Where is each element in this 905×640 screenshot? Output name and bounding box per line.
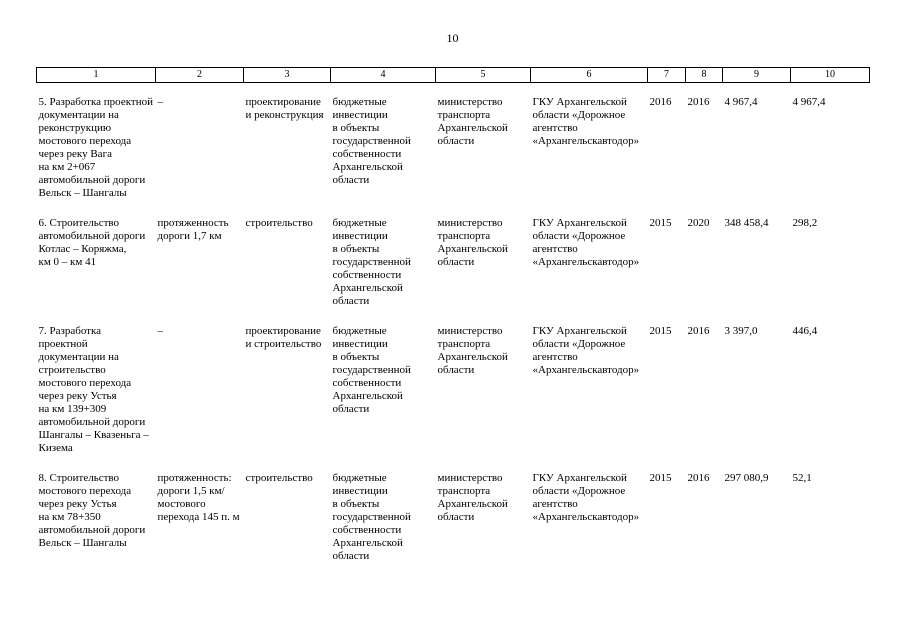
table-row-project-6: 6. Строительство автомобильной дороги Ко… bbox=[37, 204, 870, 312]
cell-project-name: 7. Разработка проектной документации на … bbox=[38, 325, 149, 454]
cell-year-start: 2015 bbox=[649, 217, 672, 229]
cell-year-start: 2016 bbox=[649, 96, 672, 108]
column-header-4: 4 bbox=[330, 67, 436, 83]
column-header-6: 6 bbox=[530, 67, 648, 83]
cell-project-name: 6. Строительство автомобильной дороги Ко… bbox=[38, 217, 146, 268]
column-header-3: 3 bbox=[243, 67, 331, 83]
cell-year-end: 2016 bbox=[687, 472, 710, 484]
cell-year-end: 2016 bbox=[687, 325, 710, 337]
cell-funding-type: бюджетные инвестиции в объекты государст… bbox=[332, 472, 411, 562]
cell-customer: министерство транспорта Архангельской об… bbox=[437, 96, 508, 147]
table-row-project-8: 8. Строительство мостового перехода чере… bbox=[37, 459, 870, 567]
cell-capacity: протяженность: дороги 1,5 км/ мостового … bbox=[157, 472, 240, 523]
column-header-7: 7 bbox=[647, 67, 686, 83]
page-number: 10 bbox=[446, 31, 459, 45]
projects-table: 1 2 3 4 5 6 7 8 9 10 5. Разработка проек… bbox=[36, 67, 870, 567]
cell-agency: ГКУ Архангельской области «Дорожное аген… bbox=[532, 472, 640, 523]
cell-capacity: – bbox=[157, 325, 164, 337]
cell-total-cost: 3 397,0 bbox=[724, 325, 758, 337]
cell-capacity: – bbox=[157, 96, 164, 108]
cell-year-start: 2015 bbox=[649, 472, 672, 484]
cell-funding-type: бюджетные инвестиции в объекты государст… bbox=[332, 217, 411, 307]
cell-agency: ГКУ Архангельской области «Дорожное аген… bbox=[532, 96, 640, 147]
cell-year-start: 2015 bbox=[649, 325, 672, 337]
cell-total-cost: 297 080,9 bbox=[724, 472, 769, 484]
cell-project-name: 5. Разработка проектной документации на … bbox=[38, 96, 153, 199]
cell-amount: 52,1 bbox=[792, 472, 812, 484]
cell-amount: 4 967,4 bbox=[792, 96, 826, 108]
cell-works-type: строительство bbox=[245, 217, 313, 229]
cell-works-type: строительство bbox=[245, 472, 313, 484]
cell-amount: 298,2 bbox=[792, 217, 818, 229]
cell-customer: министерство транспорта Архангельской об… bbox=[437, 472, 508, 523]
cell-works-type: проектирование и строительство bbox=[245, 325, 322, 350]
cell-funding-type: бюджетные инвестиции в объекты государст… bbox=[332, 96, 411, 186]
column-header-5: 5 bbox=[435, 67, 531, 83]
column-header-2: 2 bbox=[155, 67, 244, 83]
cell-capacity: протяженность дороги 1,7 км bbox=[157, 217, 229, 242]
cell-total-cost: 4 967,4 bbox=[724, 96, 758, 108]
cell-total-cost: 348 458,4 bbox=[724, 217, 769, 229]
cell-agency: ГКУ Архангельской области «Дорожное аген… bbox=[532, 325, 640, 376]
cell-amount: 446,4 bbox=[792, 325, 818, 337]
column-header-1: 1 bbox=[36, 67, 156, 83]
cell-funding-type: бюджетные инвестиции в объекты государст… bbox=[332, 325, 411, 415]
column-header-10: 10 bbox=[790, 67, 870, 83]
column-header-8: 8 bbox=[685, 67, 723, 83]
table-row-project-5: 5. Разработка проектной документации на … bbox=[37, 83, 870, 205]
column-header-9: 9 bbox=[722, 67, 791, 83]
cell-year-end: 2016 bbox=[687, 96, 710, 108]
cell-year-end: 2020 bbox=[687, 217, 710, 229]
table-row-project-7: 7. Разработка проектной документации на … bbox=[37, 312, 870, 459]
cell-customer: министерство транспорта Архангельской об… bbox=[437, 217, 508, 268]
table-header-row: 1 2 3 4 5 6 7 8 9 10 bbox=[36, 67, 870, 83]
cell-customer: министерство транспорта Архангельской об… bbox=[437, 325, 508, 376]
cell-works-type: проектирование и реконструкция bbox=[245, 96, 324, 121]
cell-project-name: 8. Строительство мостового перехода чере… bbox=[38, 472, 146, 549]
cell-agency: ГКУ Архангельской области «Дорожное аген… bbox=[532, 217, 640, 268]
